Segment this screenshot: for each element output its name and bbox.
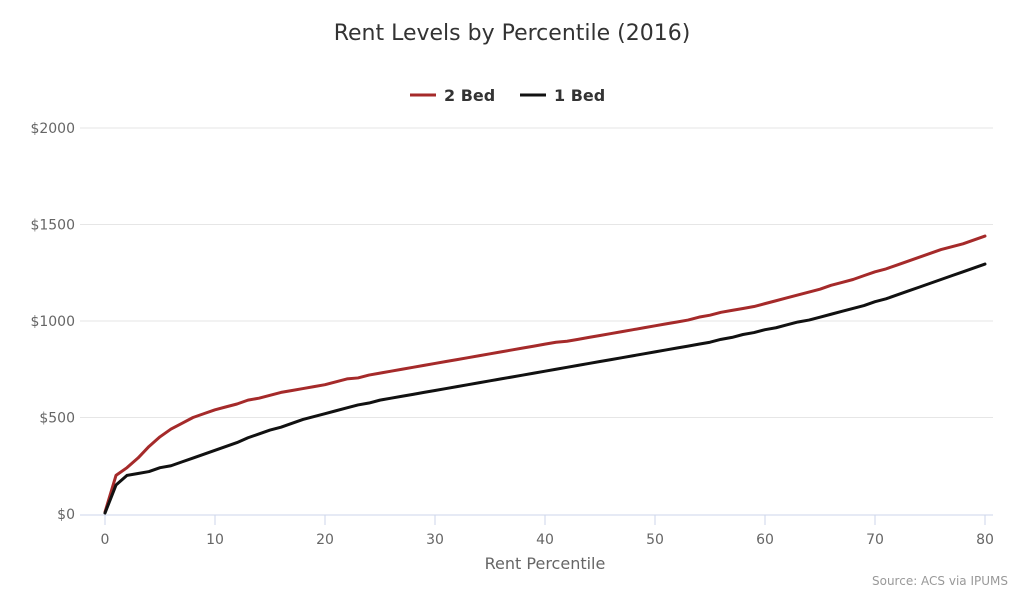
y-tick-label: $1000 xyxy=(30,314,75,330)
x-axis: 0 10 20 30 40 50 60 70 80 xyxy=(80,514,994,548)
legend: 2 Bed 1 Bed xyxy=(410,86,605,105)
series-line-2-bed[interactable] xyxy=(103,234,987,514)
x-tick-label: 80 xyxy=(976,532,994,548)
x-tick-label: 50 xyxy=(646,532,664,548)
x-tick-label: 10 xyxy=(206,532,224,548)
y-tick-label: $2000 xyxy=(30,121,75,137)
series-line-1-bed[interactable] xyxy=(103,262,987,515)
source-credit[interactable]: Source: ACS via IPUMS xyxy=(872,574,1008,588)
y-tick-label: $1500 xyxy=(30,218,75,234)
legend-label-1-bed: 1 Bed xyxy=(554,86,605,105)
series-lines xyxy=(103,234,987,515)
y-axis-ticks: $0 $500 $1000 $1500 $2000 xyxy=(30,121,75,523)
y-tick-label: $0 xyxy=(57,507,75,523)
y-tick-label: $500 xyxy=(39,411,75,427)
x-tick-label: 0 xyxy=(101,532,110,548)
legend-item-1-bed[interactable]: 1 Bed xyxy=(520,86,605,105)
x-tick-label: 70 xyxy=(866,532,884,548)
legend-item-2-bed[interactable]: 2 Bed xyxy=(410,86,495,105)
x-tick-label: 60 xyxy=(756,532,774,548)
x-tick-label: 40 xyxy=(536,532,554,548)
gridlines xyxy=(80,127,993,418)
x-tick-label: 20 xyxy=(316,532,334,548)
legend-label-2-bed: 2 Bed xyxy=(444,86,495,105)
x-tick-label: 30 xyxy=(426,532,444,548)
chart-title: Rent Levels by Percentile (2016) xyxy=(334,21,691,46)
x-axis-title: Rent Percentile xyxy=(485,554,606,573)
